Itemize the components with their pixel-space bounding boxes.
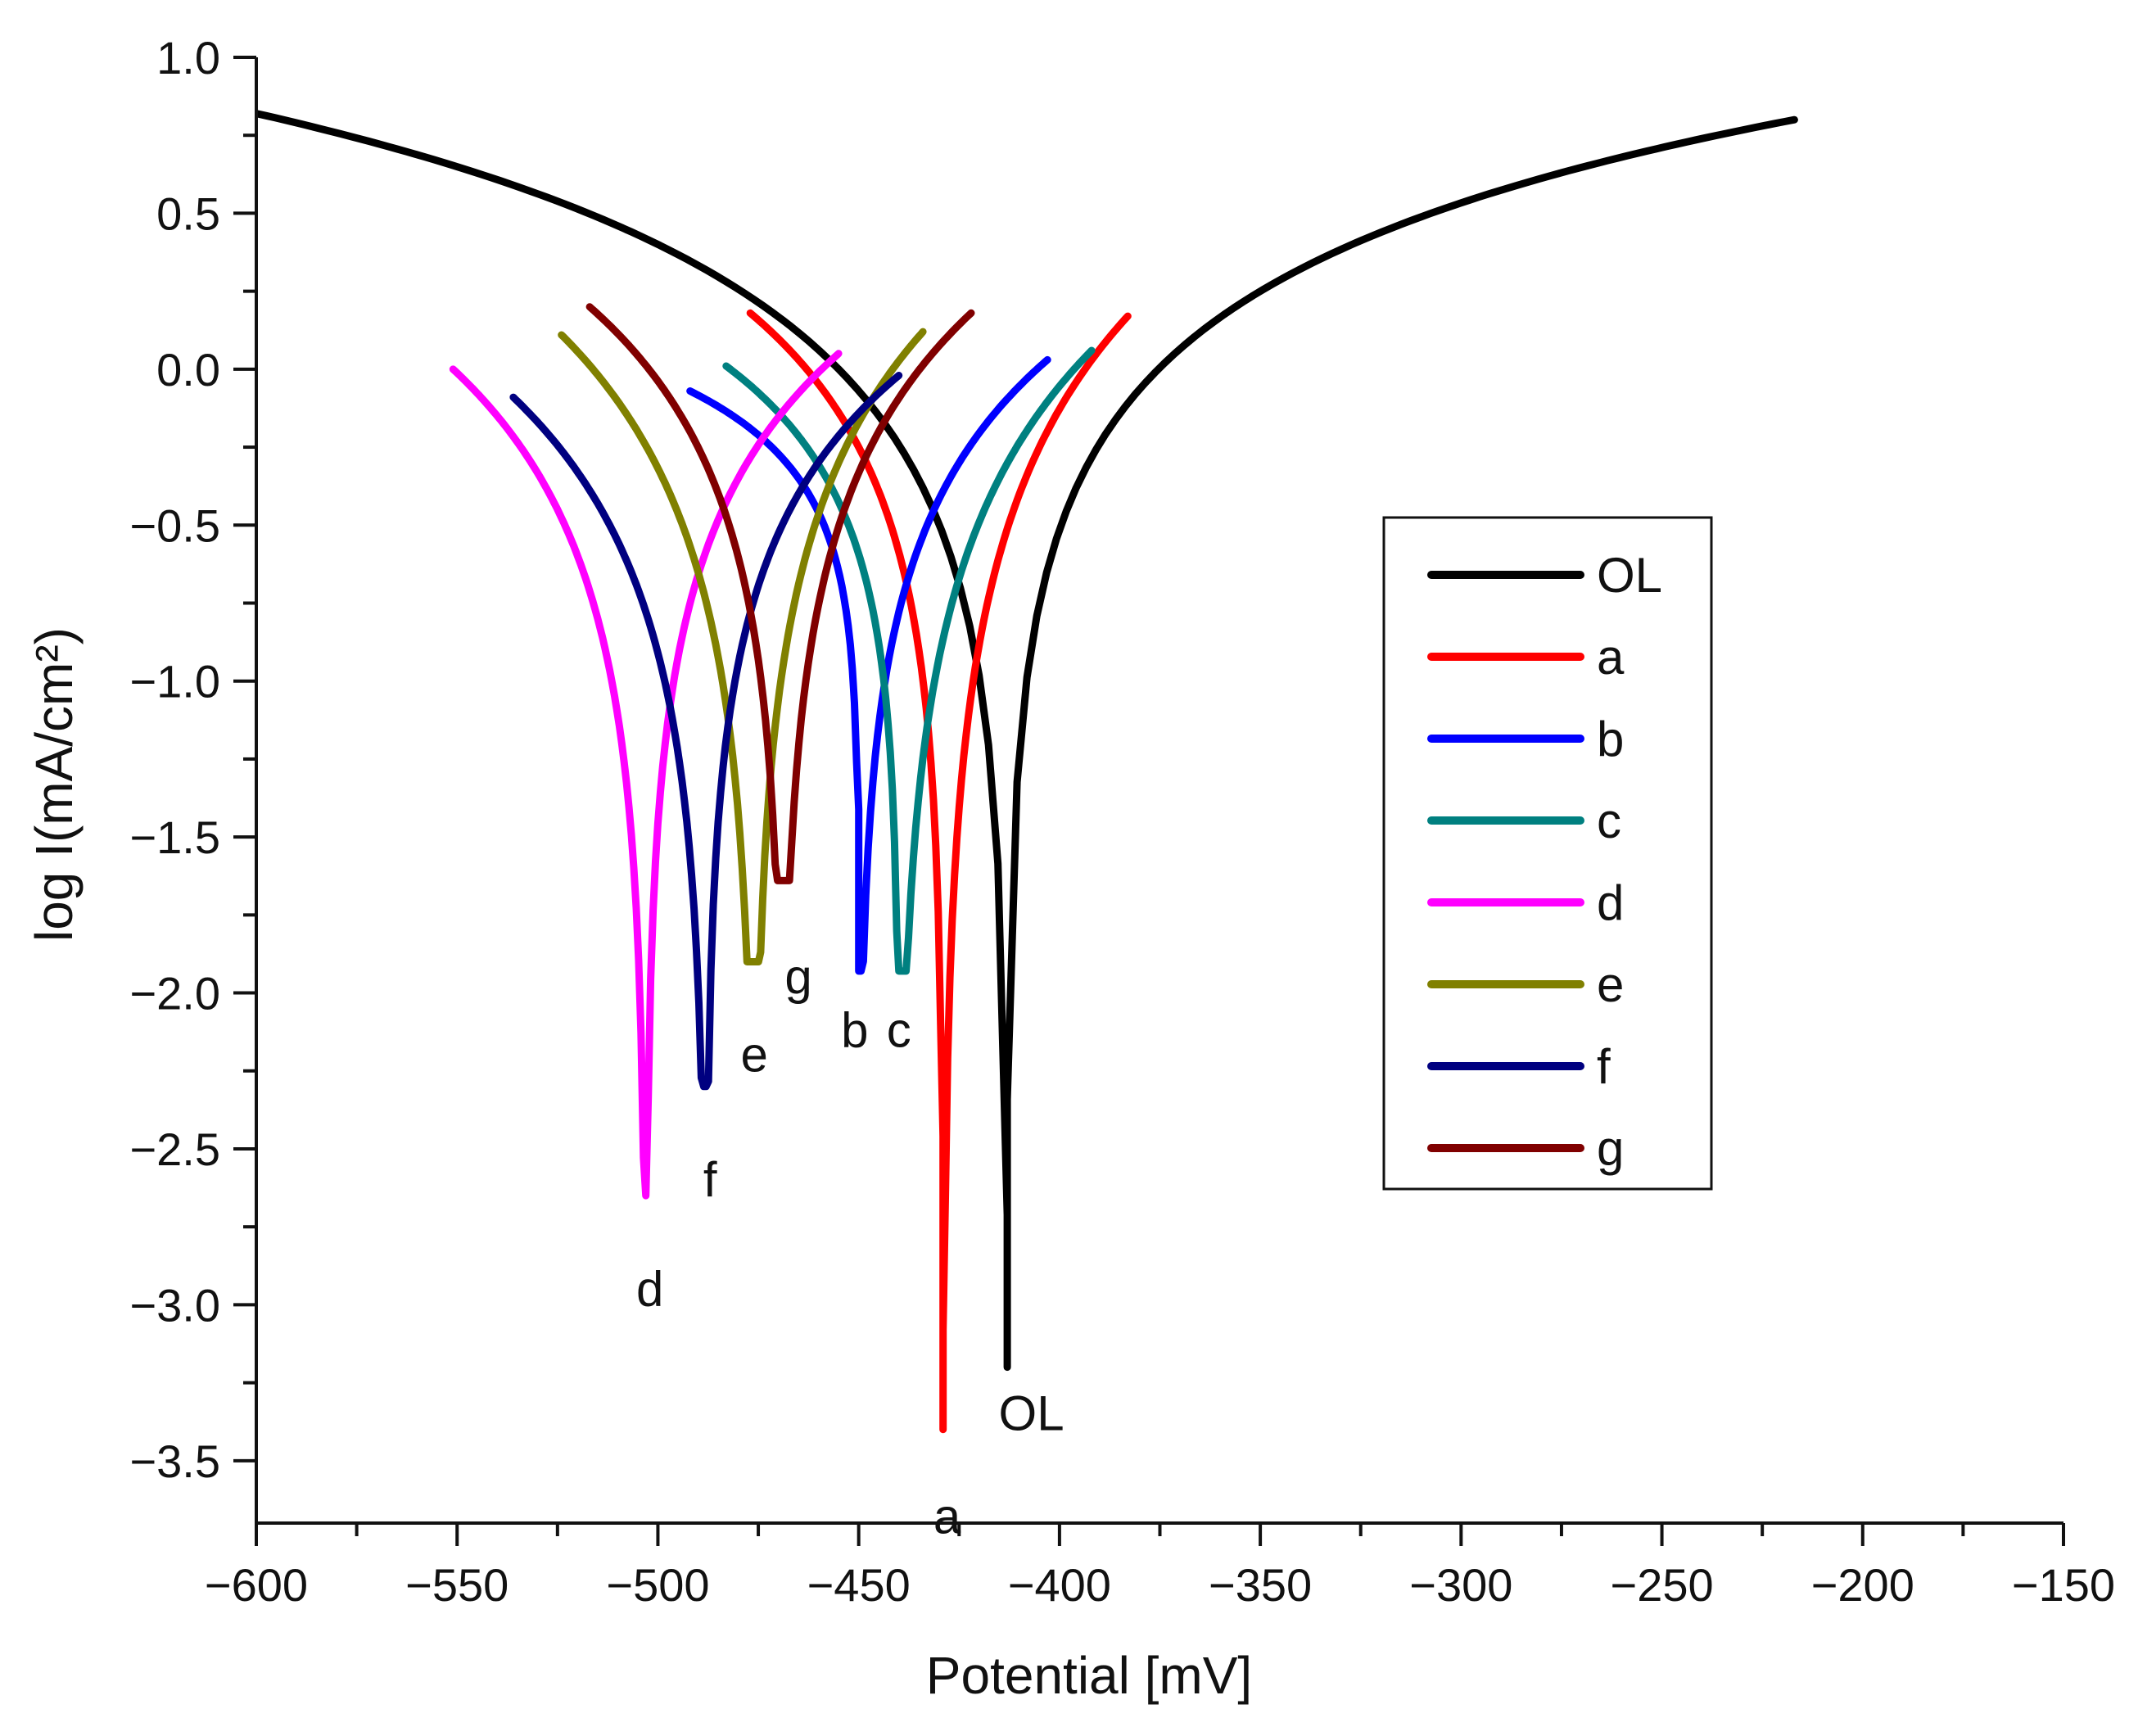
y-tick-label: −3.0 [129, 1279, 220, 1331]
legend-label-c: c [1597, 793, 1621, 848]
series-line-d [449, 350, 843, 1200]
x-tick-label: −550 [405, 1559, 509, 1611]
x-tick-label: −200 [1811, 1559, 1914, 1611]
y-tick-label: −1.0 [129, 656, 220, 708]
x-tick-label: −150 [2012, 1559, 2115, 1611]
y-tick-label: −3.5 [129, 1435, 220, 1487]
legend-label-e: e [1597, 957, 1624, 1012]
curve-label-g: g [784, 950, 811, 1005]
y-tick-label: 0.0 [156, 344, 220, 396]
x-axis-title: Potential [mV] [926, 1646, 1252, 1705]
x-tick-label: −400 [1008, 1559, 1111, 1611]
legend-label-f: f [1597, 1039, 1611, 1094]
y-axis-title: log I(mA/cm²) [25, 627, 84, 942]
x-tick-label: −350 [1209, 1559, 1312, 1611]
y-tick-label: −2.5 [129, 1123, 220, 1175]
curve-label-d: d [636, 1261, 663, 1316]
y-tick-label: −0.5 [129, 500, 220, 551]
series-line-f [509, 372, 903, 1091]
y-tick-label: −2.0 [129, 968, 220, 1019]
y-tick-label: 1.0 [156, 32, 220, 84]
curve-label-b: b [841, 1002, 868, 1057]
curve-label-c: c [887, 1002, 911, 1057]
series-line-c [722, 346, 1096, 975]
legend-label-g: g [1597, 1121, 1624, 1176]
legend-label-b: b [1597, 712, 1624, 766]
legend-label-OL: OL [1597, 548, 1662, 603]
curve-label-f: f [703, 1152, 717, 1207]
x-tick-label: −300 [1409, 1559, 1512, 1611]
annotations-layer: OL a b c d e f g [636, 950, 1064, 1544]
curve-label-a: a [933, 1489, 961, 1544]
series-line-OL [256, 110, 1798, 1372]
series-line-g [585, 303, 975, 884]
curve-label-e: e [740, 1028, 767, 1083]
curve-label-OL: OL [999, 1386, 1064, 1441]
x-tick-label: −450 [807, 1559, 911, 1611]
y-tick-label: −1.5 [129, 811, 220, 863]
series-line-b [686, 355, 1051, 975]
x-tick-label: −500 [606, 1559, 709, 1611]
x-tick-label: −600 [205, 1559, 308, 1611]
curves-layer [256, 110, 1798, 1434]
axes-layer: −600 −550 −500 −450 −400 −350 −300 −250 −200 −150… [129, 32, 2115, 1611]
legend-label-a: a [1597, 630, 1625, 685]
y-tick-label: 0.5 [156, 188, 220, 239]
x-tick-label: −250 [1610, 1559, 1713, 1611]
legend-label-d: d [1597, 875, 1624, 930]
legend-box [1382, 516, 1713, 1191]
